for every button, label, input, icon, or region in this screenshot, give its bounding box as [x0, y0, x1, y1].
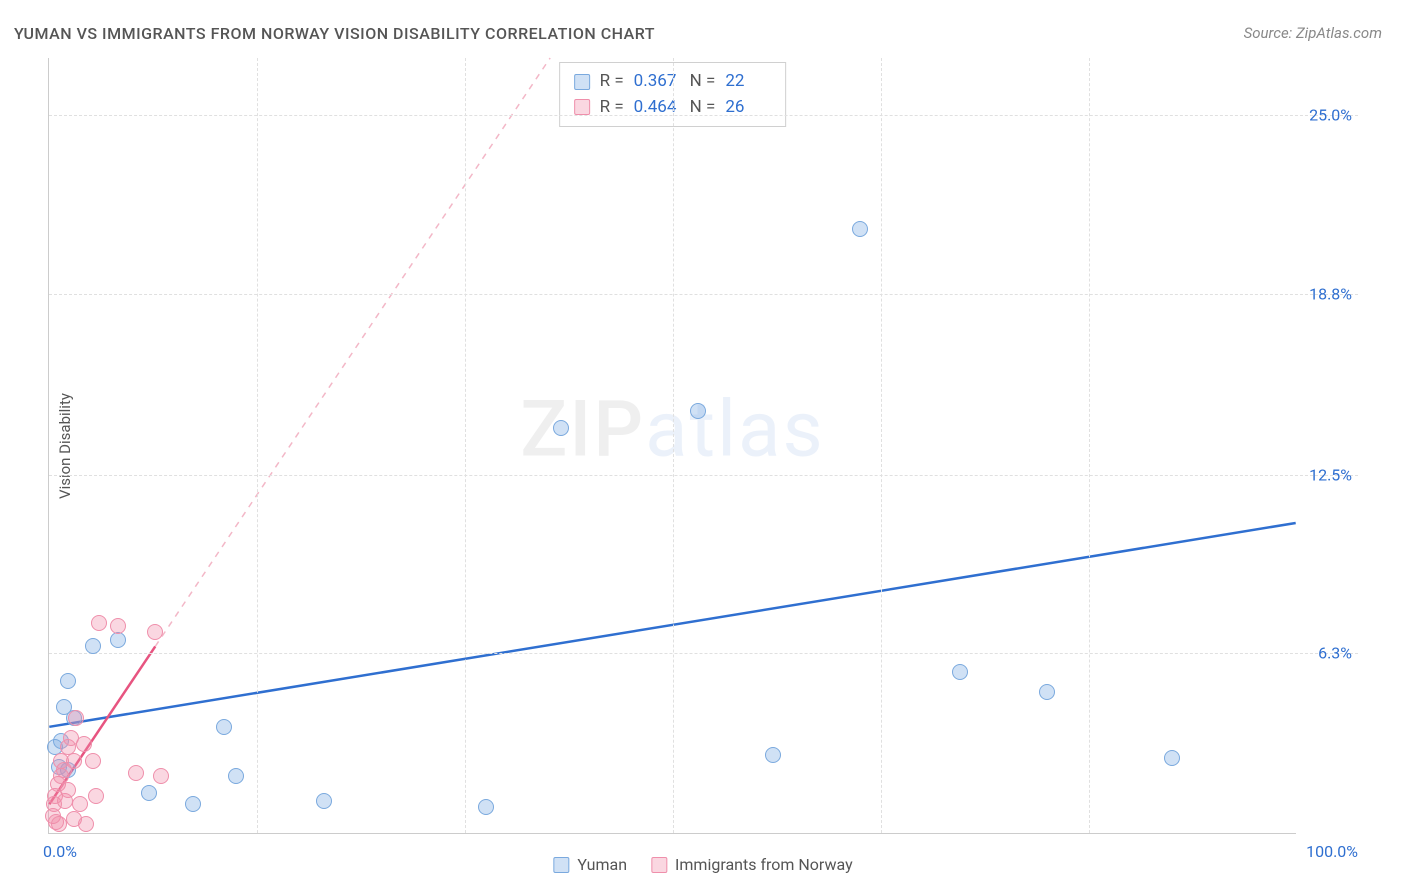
gridline-v	[881, 58, 882, 833]
gridline-h	[49, 475, 1358, 476]
source-attribution: Source: ZipAtlas.com	[1244, 24, 1382, 42]
y-tick-label: 6.3%	[1318, 643, 1352, 662]
point-norway	[66, 753, 82, 769]
point-yuman	[478, 799, 494, 815]
point-norway	[128, 765, 144, 781]
point-yuman	[216, 719, 232, 735]
y-tick-label: 12.5%	[1309, 465, 1352, 484]
x-origin-tick: 0.0%	[43, 842, 77, 861]
point-yuman	[141, 785, 157, 801]
point-yuman	[60, 673, 76, 689]
stat-N-label: N =	[690, 69, 716, 95]
trendline-ext-norway	[155, 58, 550, 646]
legend-label-yuman: Yuman	[577, 855, 627, 874]
point-yuman	[690, 403, 706, 419]
stat-R-label: R =	[600, 69, 624, 95]
point-yuman	[852, 221, 868, 237]
gridline-v	[1089, 58, 1090, 833]
point-norway	[78, 816, 94, 832]
point-yuman	[1039, 684, 1055, 700]
swatch-yuman	[574, 74, 590, 90]
legend-item-yuman: Yuman	[553, 855, 627, 874]
stat-N-yuman: 22	[725, 69, 771, 95]
point-norway	[91, 615, 107, 631]
y-tick-label: 18.8%	[1309, 284, 1352, 303]
point-yuman	[85, 638, 101, 654]
legend-swatch-yuman	[553, 857, 569, 873]
legend-label-norway: Immigrants from Norway	[675, 855, 853, 874]
bottom-legend: Yuman Immigrants from Norway	[553, 855, 852, 874]
gridline-h	[49, 294, 1358, 295]
point-yuman	[952, 664, 968, 680]
x-max-tick: 100.0%	[1306, 842, 1358, 861]
point-norway	[153, 768, 169, 784]
point-norway	[147, 624, 163, 640]
point-norway	[68, 710, 84, 726]
point-norway	[72, 796, 88, 812]
point-norway	[51, 816, 67, 832]
point-norway	[76, 736, 92, 752]
gridline-v	[465, 58, 466, 833]
chart-container: YUMAN VS IMMIGRANTS FROM NORWAY VISION D…	[0, 0, 1406, 892]
point-yuman	[765, 747, 781, 763]
point-norway	[60, 782, 76, 798]
chart-title: YUMAN VS IMMIGRANTS FROM NORWAY VISION D…	[14, 24, 655, 43]
point-yuman	[110, 632, 126, 648]
point-norway	[88, 788, 104, 804]
gridline-v	[673, 58, 674, 833]
point-yuman	[228, 768, 244, 784]
point-norway	[85, 753, 101, 769]
plot-area: ZIPatlas R = 0.367 N = 22 R = 0.464 N = …	[48, 58, 1296, 834]
swatch-norway	[574, 99, 590, 115]
point-norway	[110, 618, 126, 634]
point-yuman	[316, 793, 332, 809]
point-yuman	[1164, 750, 1180, 766]
y-tick-label: 25.0%	[1309, 106, 1352, 125]
gridline-v	[257, 58, 258, 833]
legend-item-norway: Immigrants from Norway	[651, 855, 853, 874]
point-yuman	[553, 420, 569, 436]
legend-swatch-norway	[651, 857, 667, 873]
gridline-h	[49, 653, 1358, 654]
gridline-h	[49, 115, 1358, 116]
point-yuman	[185, 796, 201, 812]
